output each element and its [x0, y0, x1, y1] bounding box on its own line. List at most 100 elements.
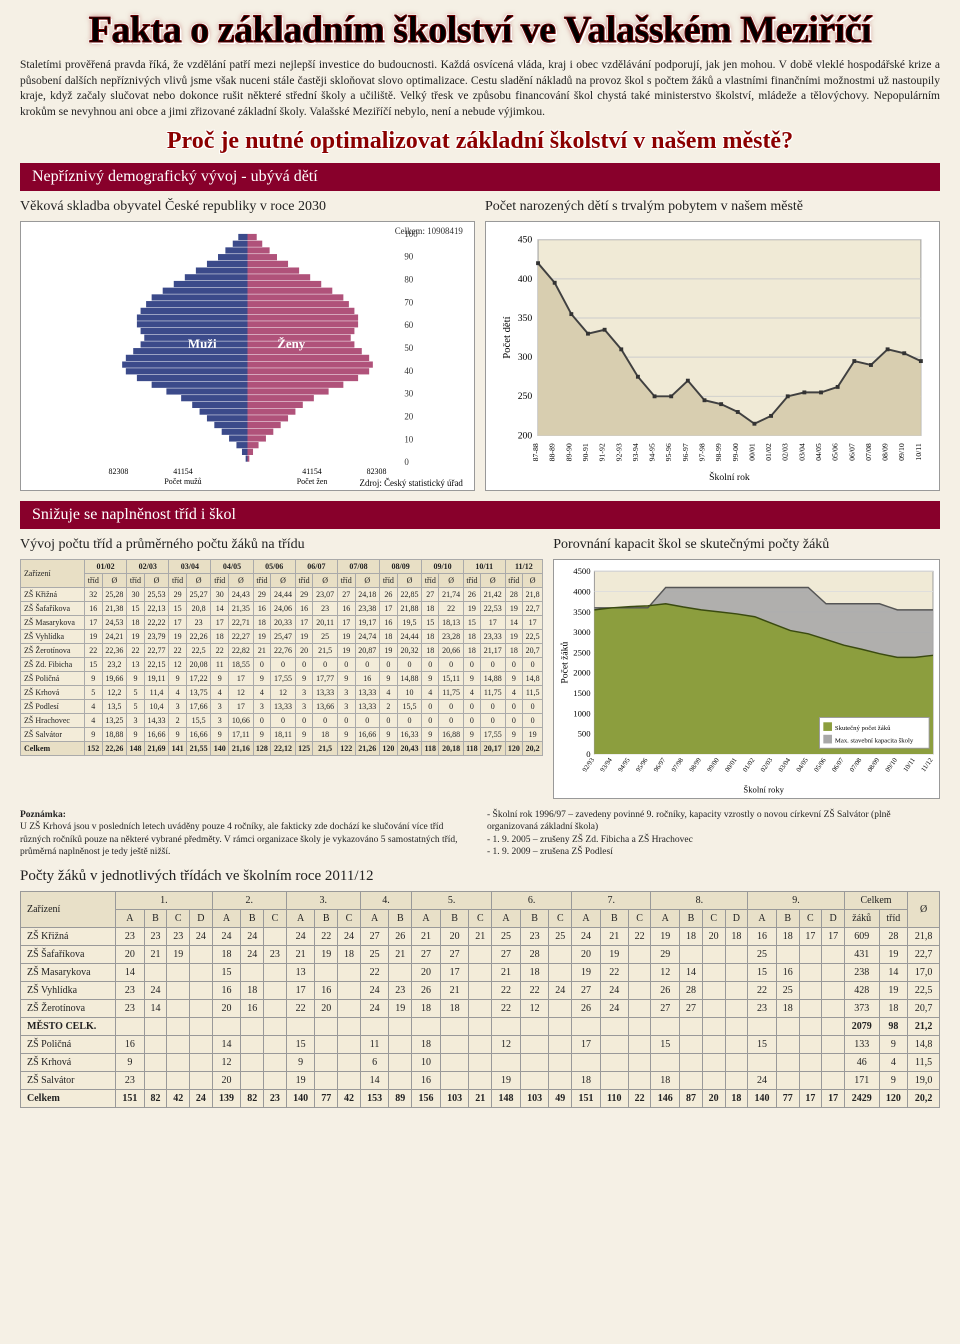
svg-text:99-00: 99-00: [731, 443, 740, 461]
svg-text:Počet žáků: Počet žáků: [560, 642, 571, 684]
svg-text:Počet mužů: Počet mužů: [164, 477, 201, 486]
svg-text:07/08: 07/08: [864, 443, 873, 461]
svg-text:96-97: 96-97: [681, 443, 690, 461]
svg-text:02/03: 02/03: [781, 443, 790, 461]
svg-text:03/04: 03/04: [778, 756, 793, 773]
svg-text:3000: 3000: [574, 627, 591, 637]
subheading: Proč je nutné optimalizovat základní ško…: [20, 128, 940, 155]
svg-text:80: 80: [404, 275, 413, 285]
note-right: - Školní rok 1996/97 – zavedeny povinné …: [487, 809, 940, 858]
svg-text:Školní rok: Školní rok: [709, 471, 750, 482]
svg-text:Počet dětí: Počet dětí: [502, 316, 513, 358]
svg-text:94-95: 94-95: [648, 443, 657, 461]
svg-text:93/94: 93/94: [600, 756, 615, 773]
svg-text:05/06: 05/06: [831, 443, 840, 461]
svg-text:01/02: 01/02: [742, 757, 757, 774]
svg-text:93-94: 93-94: [631, 443, 640, 461]
capacity-chart: 05001000150020002500300035004000450092/9…: [553, 559, 940, 799]
births-title: Počet narozených dětí s trvalým pobytem …: [485, 199, 940, 215]
pupils-2011-table: Zařízení1.2.3.4.5.6.7.8.9.CelkemØABCDABC…: [20, 891, 940, 1108]
svg-text:91-92: 91-92: [598, 443, 607, 461]
section3-title: Počty žáků v jednotlivých třídách ve ško…: [20, 868, 940, 885]
svg-text:06/07: 06/07: [831, 756, 846, 773]
svg-text:20: 20: [404, 412, 413, 422]
section1-bar: Nepříznivý demografický vývoj - ubývá dě…: [20, 163, 940, 191]
svg-text:04/05: 04/05: [814, 443, 823, 461]
svg-text:Zdroj: Český statistický úřad: Zdroj: Český statistický úřad: [360, 478, 464, 488]
svg-text:41154: 41154: [302, 467, 322, 476]
svg-text:350: 350: [518, 313, 533, 324]
svg-text:2500: 2500: [574, 647, 591, 657]
svg-text:90-91: 90-91: [581, 443, 590, 461]
svg-text:08/09: 08/09: [881, 443, 890, 461]
svg-text:98/99: 98/99: [689, 756, 704, 773]
svg-text:95/96: 95/96: [635, 756, 650, 773]
svg-text:02/03: 02/03: [760, 756, 775, 773]
svg-text:4000: 4000: [574, 587, 591, 597]
svg-text:10: 10: [404, 434, 413, 444]
svg-text:07/08: 07/08: [849, 756, 864, 773]
bigtable-title: Vývoj počtu tříd a průměrného počtu žáků…: [20, 537, 543, 553]
svg-text:2000: 2000: [574, 668, 591, 678]
svg-text:1500: 1500: [574, 688, 591, 698]
svg-text:09/10: 09/10: [885, 756, 900, 773]
svg-text:40: 40: [404, 366, 413, 376]
svg-text:400: 400: [518, 274, 533, 285]
svg-text:41154: 41154: [173, 467, 193, 476]
svg-text:00/01: 00/01: [747, 443, 756, 461]
svg-text:500: 500: [578, 729, 591, 739]
svg-text:95-96: 95-96: [664, 443, 673, 461]
svg-text:01/02: 01/02: [764, 443, 773, 461]
svg-text:60: 60: [404, 320, 413, 330]
svg-text:Ženy: Ženy: [277, 337, 305, 351]
svg-text:98-99: 98-99: [714, 443, 723, 461]
svg-text:92-93: 92-93: [614, 443, 623, 461]
pyramid-title: Věková skladba obyvatel České republiky …: [20, 199, 475, 215]
svg-text:82308: 82308: [367, 467, 387, 476]
intro-text: Staletími prověřená pravda říká, že vzdě…: [20, 58, 940, 120]
svg-text:250: 250: [518, 391, 533, 402]
svg-text:92/93: 92/93: [582, 756, 597, 773]
svg-text:08/09: 08/09: [867, 756, 882, 773]
svg-text:10/11: 10/11: [903, 757, 917, 773]
births-chart: 200 250 300 350 400 450 87-88 88-89 89-90 90-91 91…: [485, 221, 940, 491]
svg-text:05/06: 05/06: [813, 756, 828, 773]
svg-text:04/05: 04/05: [796, 756, 811, 773]
svg-text:100: 100: [404, 229, 418, 239]
svg-text:90: 90: [404, 252, 413, 262]
svg-text:0: 0: [404, 457, 409, 467]
svg-text:03/04: 03/04: [797, 443, 806, 461]
svg-text:89-90: 89-90: [564, 443, 573, 461]
class-trend-table: Zařízení01/0202/0303/0404/0505/0606/0707…: [20, 559, 543, 756]
svg-text:11/12: 11/12: [920, 757, 934, 773]
svg-text:88-89: 88-89: [548, 443, 557, 461]
svg-text:00/01: 00/01: [724, 757, 739, 774]
svg-text:97/98: 97/98: [671, 756, 686, 773]
svg-text:Muži: Muži: [188, 337, 217, 351]
svg-text:30: 30: [404, 389, 413, 399]
svg-text:Skutečný počet žáků: Skutečný počet žáků: [835, 725, 891, 732]
svg-text:10/11: 10/11: [914, 443, 923, 460]
pyramid-chart: Celkem: 109084190102030405060708090100Mu…: [20, 221, 475, 491]
svg-text:200: 200: [518, 430, 533, 441]
svg-text:87-88: 87-88: [531, 443, 540, 461]
svg-text:Školní roky: Školní roky: [744, 785, 785, 795]
svg-text:50: 50: [404, 343, 413, 353]
capacity-title: Porovnání kapacit škol se skutečnými poč…: [553, 537, 940, 553]
svg-text:Počet žen: Počet žen: [297, 477, 328, 486]
svg-text:300: 300: [518, 352, 533, 363]
svg-text:70: 70: [404, 297, 413, 307]
svg-text:94/95: 94/95: [617, 756, 632, 773]
svg-text:4500: 4500: [574, 566, 591, 576]
svg-text:97-98: 97-98: [697, 443, 706, 461]
svg-text:09/10: 09/10: [897, 443, 906, 461]
svg-text:96/97: 96/97: [653, 756, 668, 773]
section2-bar: Snižuje se naplněnost tříd i škol: [20, 501, 940, 529]
note-left: Poznámka:U ZŠ Krhová jsou v posledních l…: [20, 809, 473, 858]
svg-text:99/00: 99/00: [707, 756, 722, 773]
svg-text:06/07: 06/07: [847, 443, 856, 461]
svg-text:450: 450: [518, 235, 533, 246]
svg-text:1000: 1000: [574, 708, 591, 718]
svg-text:3500: 3500: [574, 607, 591, 617]
svg-text:82308: 82308: [109, 467, 129, 476]
